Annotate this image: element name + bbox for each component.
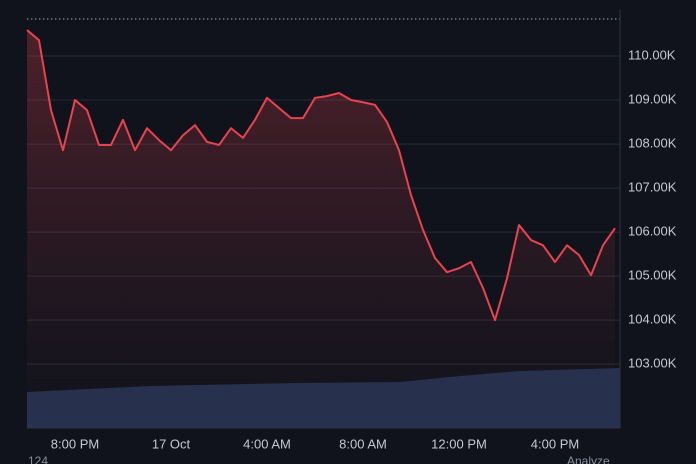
y-tick-label: 109.00K: [628, 91, 677, 106]
footer-right[interactable]: Analyze: [567, 454, 610, 464]
x-tick-label: 8:00 AM: [339, 436, 387, 451]
y-tick-label: 107.00K: [628, 180, 677, 195]
y-tick-label: 104.00K: [628, 312, 677, 327]
x-tick-label: 17 Oct: [152, 436, 191, 451]
y-tick-label: 106.00K: [628, 224, 677, 239]
footer-left: 124: [28, 454, 48, 464]
y-tick-label: 110.00K: [628, 47, 676, 62]
y-tick-label: 103.00K: [628, 356, 677, 371]
x-tick-label: 4:00 AM: [243, 436, 291, 451]
x-tick-label: 8:00 PM: [51, 436, 99, 451]
price-area: [27, 30, 615, 429]
volume-area: [27, 368, 620, 428]
x-tick-label: 12:00 PM: [431, 436, 487, 451]
y-tick-label: 105.00K: [628, 268, 677, 283]
price-line: [26, 29, 616, 322]
y-tick-label: 108.00K: [628, 136, 677, 151]
x-tick-label: 4:00 PM: [531, 436, 579, 451]
